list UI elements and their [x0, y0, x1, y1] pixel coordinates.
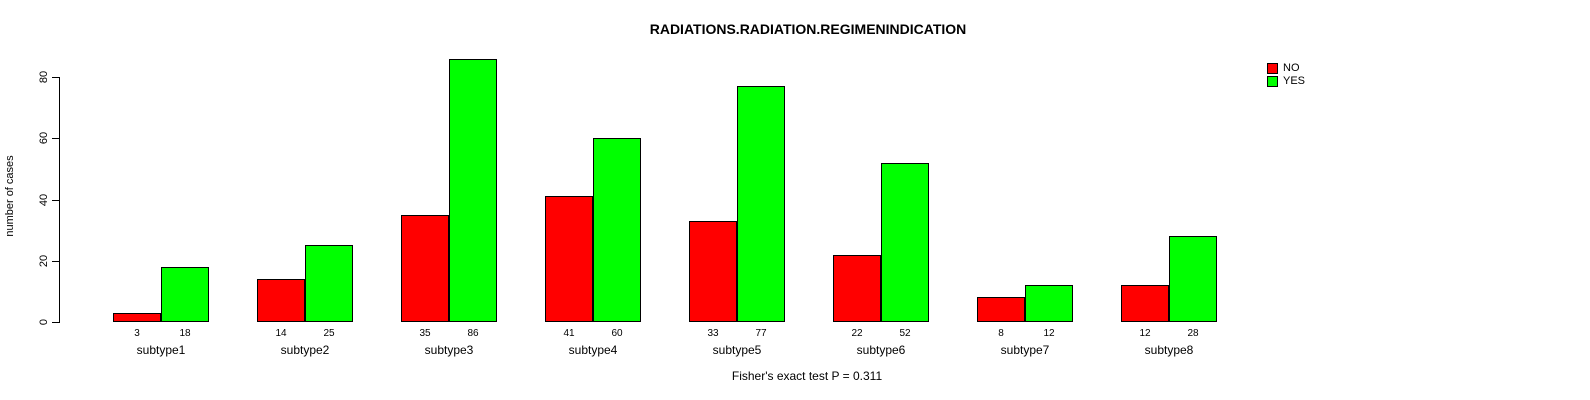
- legend-swatch-no: [1267, 62, 1278, 74]
- legend-label: NO: [1283, 62, 1300, 74]
- bar-no-subtype3: [401, 215, 449, 322]
- y-axis-tick: [52, 322, 59, 323]
- x-category-label: subtype5: [712, 343, 762, 357]
- legend-label: YES: [1283, 75, 1306, 87]
- bar-value-label: 52: [899, 328, 911, 339]
- bar-value-label: 86: [467, 328, 479, 339]
- y-axis-tick: [52, 200, 59, 201]
- y-axis-tick: [52, 77, 59, 78]
- bar-yes-subtype7: [1025, 285, 1073, 322]
- bar-value-label: 33: [707, 328, 719, 339]
- bar-value-label: 14: [275, 328, 287, 339]
- bar-no-subtype2: [257, 279, 305, 322]
- x-category-label: subtype3: [424, 343, 474, 357]
- bar-value-label: 8: [998, 328, 1004, 339]
- bar-no-subtype4: [545, 196, 593, 322]
- bar-value-label: 35: [419, 328, 431, 339]
- bar-value-label: 77: [755, 328, 767, 339]
- x-category-label: subtype6: [856, 343, 906, 357]
- legend-item-no: NO: [1267, 62, 1305, 74]
- bar-no-subtype8: [1121, 285, 1169, 322]
- bar-yes-subtype6: [881, 163, 929, 322]
- y-axis-tick: [52, 138, 59, 139]
- legend-swatch-yes: [1267, 75, 1278, 87]
- bar-value-label: 3: [134, 328, 140, 339]
- y-tick-label: 60: [38, 131, 50, 145]
- bar-value-label: 12: [1139, 328, 1151, 339]
- y-tick-label: 80: [38, 70, 50, 84]
- bar-value-label: 22: [851, 328, 863, 339]
- bar-yes-subtype5: [737, 86, 785, 322]
- bar-yes-subtype8: [1169, 236, 1217, 322]
- bar-yes-subtype1: [161, 267, 209, 322]
- bar-yes-subtype4: [593, 138, 641, 322]
- y-tick-label: 0: [38, 318, 50, 326]
- bar-value-label: 12: [1043, 328, 1055, 339]
- y-tick-label: 20: [38, 254, 50, 268]
- y-axis-line: [59, 77, 60, 323]
- x-category-label: subtype2: [280, 343, 330, 357]
- bar-value-label: 28: [1187, 328, 1199, 339]
- chart-title: RADIATIONS.RADIATION.REGIMENINDICATION: [649, 21, 967, 37]
- bar-value-label: 41: [563, 328, 575, 339]
- bar-value-label: 18: [179, 328, 191, 339]
- bar-value-label: 25: [323, 328, 335, 339]
- legend: NO YES: [1267, 62, 1305, 88]
- bar-yes-subtype3: [449, 59, 497, 322]
- bar-no-subtype6: [833, 255, 881, 322]
- x-category-label: subtype4: [568, 343, 618, 357]
- y-axis-tick: [52, 261, 59, 262]
- legend-item-yes: YES: [1267, 75, 1305, 87]
- x-category-label: subtype1: [136, 343, 186, 357]
- bar-yes-subtype2: [305, 245, 353, 322]
- bar-no-subtype7: [977, 297, 1025, 322]
- bar-no-subtype5: [689, 221, 737, 322]
- bar-no-subtype1: [113, 313, 161, 322]
- x-category-label: subtype8: [1144, 343, 1194, 357]
- caption-fisher-test: Fisher's exact test P = 0.311: [731, 369, 883, 383]
- x-category-label: subtype7: [1000, 343, 1050, 357]
- bar-value-label: 60: [611, 328, 623, 339]
- y-tick-label: 40: [38, 193, 50, 207]
